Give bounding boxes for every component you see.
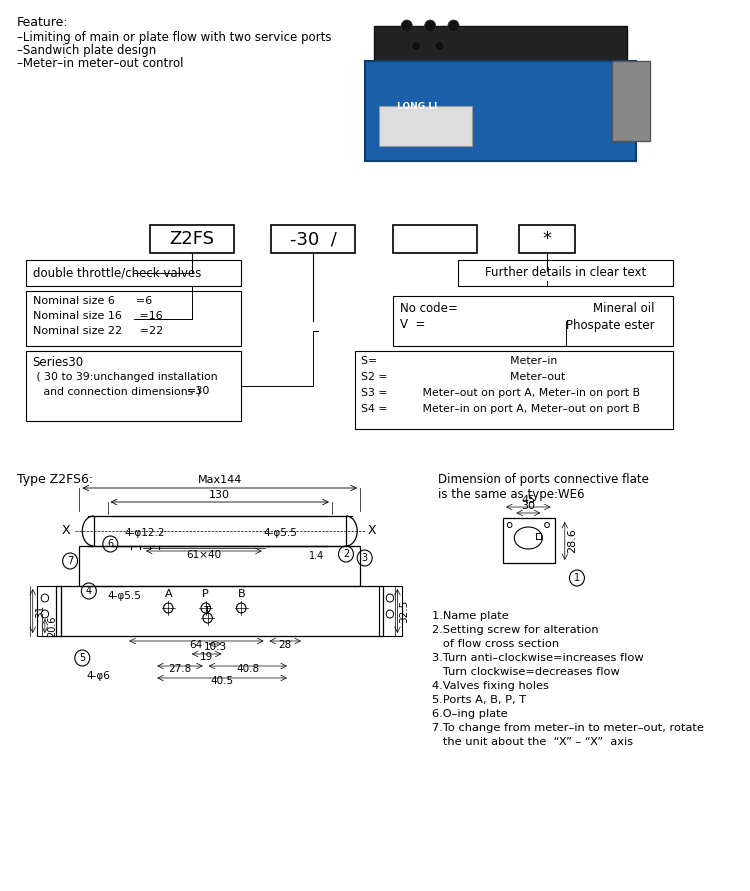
Text: X: X — [368, 525, 376, 537]
Bar — [379, 586, 402, 636]
Bar — [393, 296, 674, 346]
Text: 6.O–ing plate: 6.O–ing plate — [432, 709, 508, 719]
Text: V  =: V = — [400, 318, 425, 331]
Text: LONG LI: LONG LI — [398, 102, 438, 111]
Bar — [379, 106, 472, 146]
Text: X: X — [62, 525, 70, 537]
Text: 1: 1 — [574, 573, 580, 583]
Text: –Sandwich plate design: –Sandwich plate design — [16, 44, 156, 57]
Circle shape — [448, 20, 459, 32]
Text: Nominal size 22     =22: Nominal size 22 =22 — [33, 326, 163, 336]
Text: Max144: Max144 — [197, 475, 242, 485]
Text: ( 30 to 39:unchanged installation: ( 30 to 39:unchanged installation — [33, 372, 218, 382]
Text: S4 =          Meter–in on port A, Meter–out on port B: S4 = Meter–in on port A, Meter–out on po… — [361, 404, 640, 414]
Circle shape — [412, 41, 421, 51]
Bar — [356, 351, 674, 429]
Text: =30: =30 — [187, 386, 211, 396]
Text: 3.Turn anti–clockwise=increases flow: 3.Turn anti–clockwise=increases flow — [432, 653, 644, 663]
Bar — [38, 586, 61, 636]
Text: 2.Setting screw for alteration: 2.Setting screw for alteration — [432, 625, 598, 635]
Text: 3: 3 — [362, 553, 368, 563]
Text: Type Z2FS6:: Type Z2FS6: — [16, 473, 93, 486]
Text: –Limiting of main or plate flow with two service ports: –Limiting of main or plate flow with two… — [16, 31, 332, 44]
Text: Mineral oil: Mineral oil — [593, 301, 655, 315]
Text: 61×40: 61×40 — [186, 550, 221, 560]
Bar — [613, 61, 650, 141]
Text: Dimension of ports connective flate
is the same as type:WE6: Dimension of ports connective flate is t… — [438, 473, 649, 501]
Text: 31: 31 — [35, 604, 46, 617]
Text: B: B — [238, 589, 245, 599]
Text: the unit about the  “X” – “X”  axis: the unit about the “X” – “X” axis — [432, 737, 633, 747]
Circle shape — [424, 20, 436, 32]
Bar — [26, 260, 242, 286]
Text: No code=: No code= — [400, 301, 458, 315]
Text: and connection dimensions ): and connection dimensions ) — [33, 386, 201, 396]
Text: A: A — [164, 589, 172, 599]
Text: Phospate ester: Phospate ester — [566, 318, 655, 331]
Text: 1.4: 1.4 — [308, 551, 324, 561]
Bar — [94, 516, 346, 546]
Bar — [26, 291, 242, 346]
Bar — [272, 225, 356, 253]
Text: 6: 6 — [107, 539, 113, 549]
Text: Nominal size 16     =16: Nominal size 16 =16 — [33, 311, 163, 321]
Text: 4-φ6: 4-φ6 — [86, 671, 110, 681]
Text: 7.To change from meter–in to meter–out, rotate: 7.To change from meter–in to meter–out, … — [432, 723, 704, 733]
Text: 64: 64 — [190, 640, 203, 650]
Text: *: * — [542, 230, 551, 248]
Text: 5.Ports A, B, P, T: 5.Ports A, B, P, T — [432, 695, 526, 705]
Circle shape — [435, 41, 444, 51]
Bar — [536, 533, 542, 539]
Bar — [519, 225, 575, 253]
Bar — [458, 260, 674, 286]
Bar — [503, 518, 554, 563]
Text: 40.5: 40.5 — [210, 676, 233, 686]
Bar — [374, 26, 626, 111]
Text: 28.6: 28.6 — [567, 528, 577, 553]
Text: S2 =                                   Meter–out: S2 = Meter–out — [361, 372, 565, 382]
Text: –Meter–in meter–out control: –Meter–in meter–out control — [16, 57, 183, 70]
Bar — [364, 61, 636, 161]
Text: 2: 2 — [343, 549, 349, 559]
Bar — [149, 225, 234, 253]
Circle shape — [401, 20, 412, 32]
Text: S3 =          Meter–out on port A, Meter–in on port B: S3 = Meter–out on port A, Meter–in on po… — [361, 388, 640, 398]
Bar — [26, 351, 242, 421]
Text: 27.8: 27.8 — [168, 664, 191, 674]
Text: 28: 28 — [278, 640, 292, 650]
Text: Series30: Series30 — [33, 356, 84, 370]
Text: 130: 130 — [209, 490, 230, 500]
Text: 10.3: 10.3 — [203, 642, 226, 652]
Text: 40.8: 40.8 — [236, 664, 260, 674]
Text: 5: 5 — [80, 653, 86, 663]
Text: 30: 30 — [521, 501, 536, 511]
Text: 20.6: 20.6 — [46, 616, 57, 637]
Text: Turn clockwise=decreases flow: Turn clockwise=decreases flow — [432, 667, 620, 677]
Text: double throttle/check valves: double throttle/check valves — [33, 266, 201, 280]
Text: T: T — [204, 606, 211, 616]
Text: 4-φ5.5: 4-φ5.5 — [107, 591, 142, 601]
Text: 4: 4 — [86, 586, 92, 596]
Bar — [393, 225, 477, 253]
Text: 7: 7 — [67, 556, 74, 566]
Text: 4.Valves fixing holes: 4.Valves fixing holes — [432, 681, 549, 691]
Text: 45: 45 — [521, 495, 536, 505]
Text: -30  /: -30 / — [290, 230, 337, 248]
Text: of flow cross section: of flow cross section — [432, 639, 560, 649]
Text: 19: 19 — [200, 652, 213, 662]
Text: Nominal size 6      =6: Nominal size 6 =6 — [33, 296, 152, 306]
Text: 4-φ12.2: 4-φ12.2 — [124, 528, 165, 538]
Bar — [80, 546, 360, 586]
Text: Feature:: Feature: — [16, 16, 68, 29]
Text: 4-φ5.5: 4-φ5.5 — [263, 528, 298, 538]
Text: Further details in clear text: Further details in clear text — [485, 266, 646, 280]
Text: 32.5: 32.5 — [399, 600, 410, 623]
Bar — [56, 586, 383, 636]
Text: S=                                      Meter–in: S= Meter–in — [361, 356, 557, 366]
Text: Z2FS: Z2FS — [170, 230, 214, 248]
Text: P: P — [202, 589, 209, 599]
Text: 1.Name plate: 1.Name plate — [432, 611, 508, 621]
